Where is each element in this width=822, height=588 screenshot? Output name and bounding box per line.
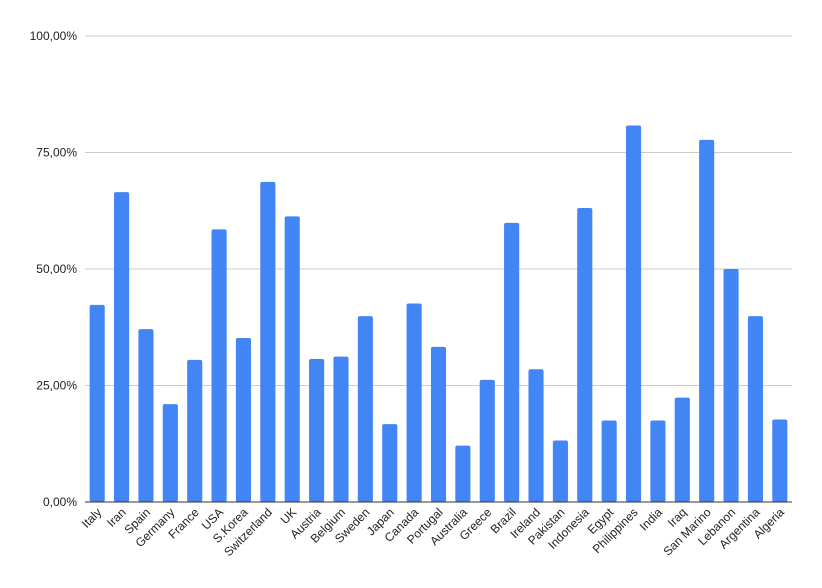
bar-s-korea [235,337,252,502]
bar-france [187,359,203,502]
bar-argentina [747,316,763,502]
bar-austria [309,358,325,502]
bar-japan [382,424,398,502]
y-axis-tick-labels: 0,00% 25,00% 50,00% 75,00% 100,00% [30,29,78,509]
bars [89,125,788,503]
bar-usa [211,229,227,502]
y-tick-label: 50,00% [36,262,77,276]
bar-spain [138,329,154,502]
bar-uk [284,216,300,503]
bar-indonesia [577,207,593,503]
y-tick-label: 100,00% [30,29,78,43]
bar-philippines [625,125,642,503]
bar-portugal [430,346,447,502]
y-tick-label: 75,00% [36,146,77,160]
x-axis-tick-labels: Italy IranSpainGermanyFranceUSAS.KoreaSwi… [79,505,787,559]
bar-iran [114,192,130,503]
bar-algeria [772,419,788,502]
y-tick-label: 25,00% [36,379,77,393]
bar-iraq [674,397,690,502]
bar-greece [479,379,495,502]
bar-pakistan [552,440,568,502]
bar-germany [162,404,178,502]
bar-brazil [504,222,520,502]
bar-india [650,420,666,502]
bar-ireland [528,369,544,502]
bar-switzerland [260,181,276,502]
gridlines [85,35,792,386]
bar-san-marino [699,139,715,502]
bar-sweden [357,316,373,502]
y-tick-label: 0,00% [43,495,77,509]
x-tick-label: India [637,505,666,534]
bar-belgium [333,356,349,502]
bar-egypt [601,420,617,502]
bar-australia [455,445,471,502]
bar-lebanon [723,269,739,502]
bar-canada [406,303,422,502]
x-tick-label: Italy [79,505,104,530]
bar-italy [89,304,105,502]
